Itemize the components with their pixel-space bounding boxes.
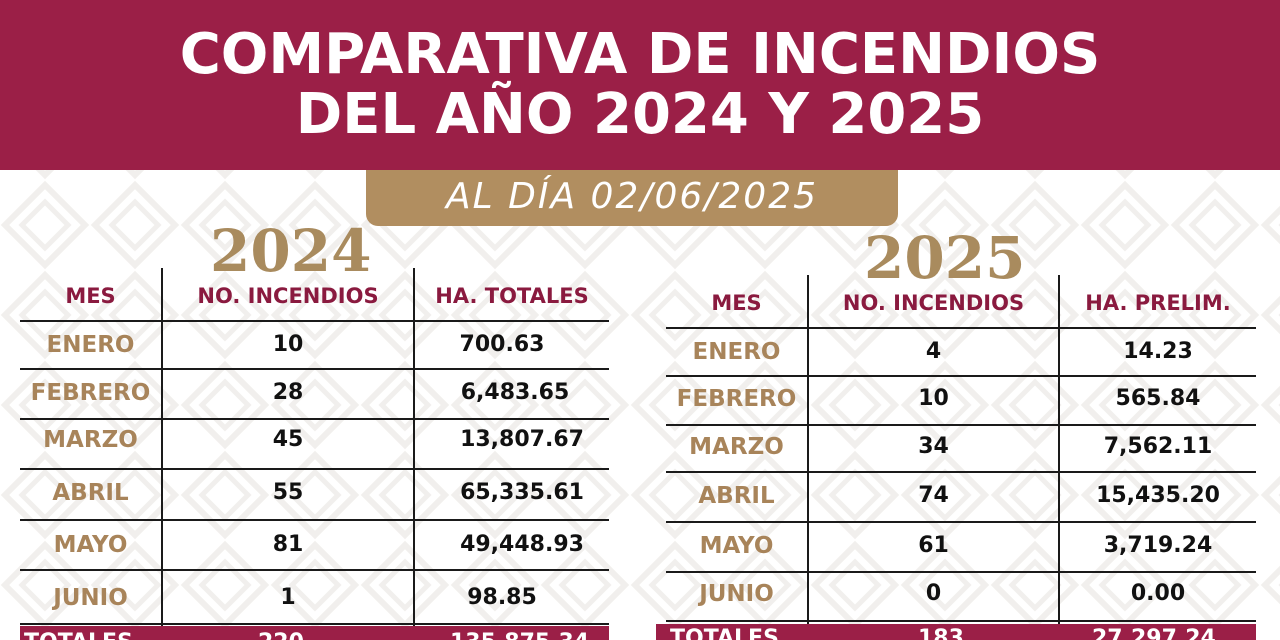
row-incendios: 61 [918,533,949,558]
row-incendios: 4 [925,339,942,364]
totals-bar [656,624,1256,640]
row-ha: 7,562.11 [1103,434,1213,459]
row-ha: 65,335.61 [460,480,584,505]
row-ha: 98.85 [467,585,537,610]
row-ha: 3,719.24 [1103,533,1213,558]
row-ha: 14.23 [1123,339,1193,364]
row-month: ABRIL [698,483,775,509]
row-month: MARZO [43,427,138,453]
row-month: FEBRERO [676,386,797,412]
row-incendios: 1 [280,585,296,610]
year-2025-heading: 2025 [864,224,1026,292]
row-ha: 565.84 [1115,386,1201,411]
totals-bar [20,626,609,640]
row-month: FEBRERO [30,380,151,406]
year-2024-heading: 2024 [210,217,372,285]
row-month: JUNIO [699,581,774,607]
totals-ha: 135,875.34 [450,626,589,640]
row-month: MAYO [53,532,128,558]
row-month: MARZO [689,434,784,460]
title-banner: COMPARATIVA DE INCENDIOS DEL AÑO 2024 Y … [0,0,1280,170]
row-incendios: 10 [272,332,304,357]
row-incendios: 81 [272,532,304,557]
col-header-incendios: NO. INCENDIOS [197,284,379,308]
row-ha: 49,448.93 [460,532,584,557]
row-incendios: 34 [918,434,949,459]
row-ha: 6,483.65 [460,380,570,405]
col-header-mes: MES [711,291,762,315]
totals-label: TOTALES [24,626,133,640]
date-label: AL DÍA 02/06/2025 [366,170,898,226]
row-month: ENERO [692,339,781,365]
totals-ha: 27,297.24 [1092,626,1216,640]
row-month: ABRIL [52,480,129,506]
title-line-1: COMPARATIVA DE INCENDIOS [179,22,1101,87]
col-header-mes: MES [65,284,116,308]
row-incendios: 0 [925,581,942,606]
row-incendios: 45 [272,427,304,452]
totals-incendios: 220 [258,626,304,640]
row-incendios: 28 [272,380,304,405]
row-month: ENERO [46,332,135,358]
row-incendios: 10 [918,386,949,411]
row-ha: 0.00 [1130,581,1186,606]
row-incendios: 74 [918,483,949,508]
col-header-ha: HA. TOTALES [435,284,589,308]
row-ha: 15,435.20 [1096,483,1220,508]
col-header-ha: HA. PRELIM. [1085,291,1231,315]
row-month: JUNIO [53,585,128,611]
row-month: MAYO [699,533,774,559]
col-header-incendios: NO. INCENDIOS [842,291,1025,315]
totals-incendios: 183 [918,626,964,640]
totals-label: TOTALES [670,626,779,640]
row-incendios: 55 [272,480,304,505]
title-line-2: DEL AÑO 2024 Y 2025 [295,82,985,147]
row-ha: 700.63 [459,332,545,357]
row-ha: 13,807.67 [460,427,584,452]
